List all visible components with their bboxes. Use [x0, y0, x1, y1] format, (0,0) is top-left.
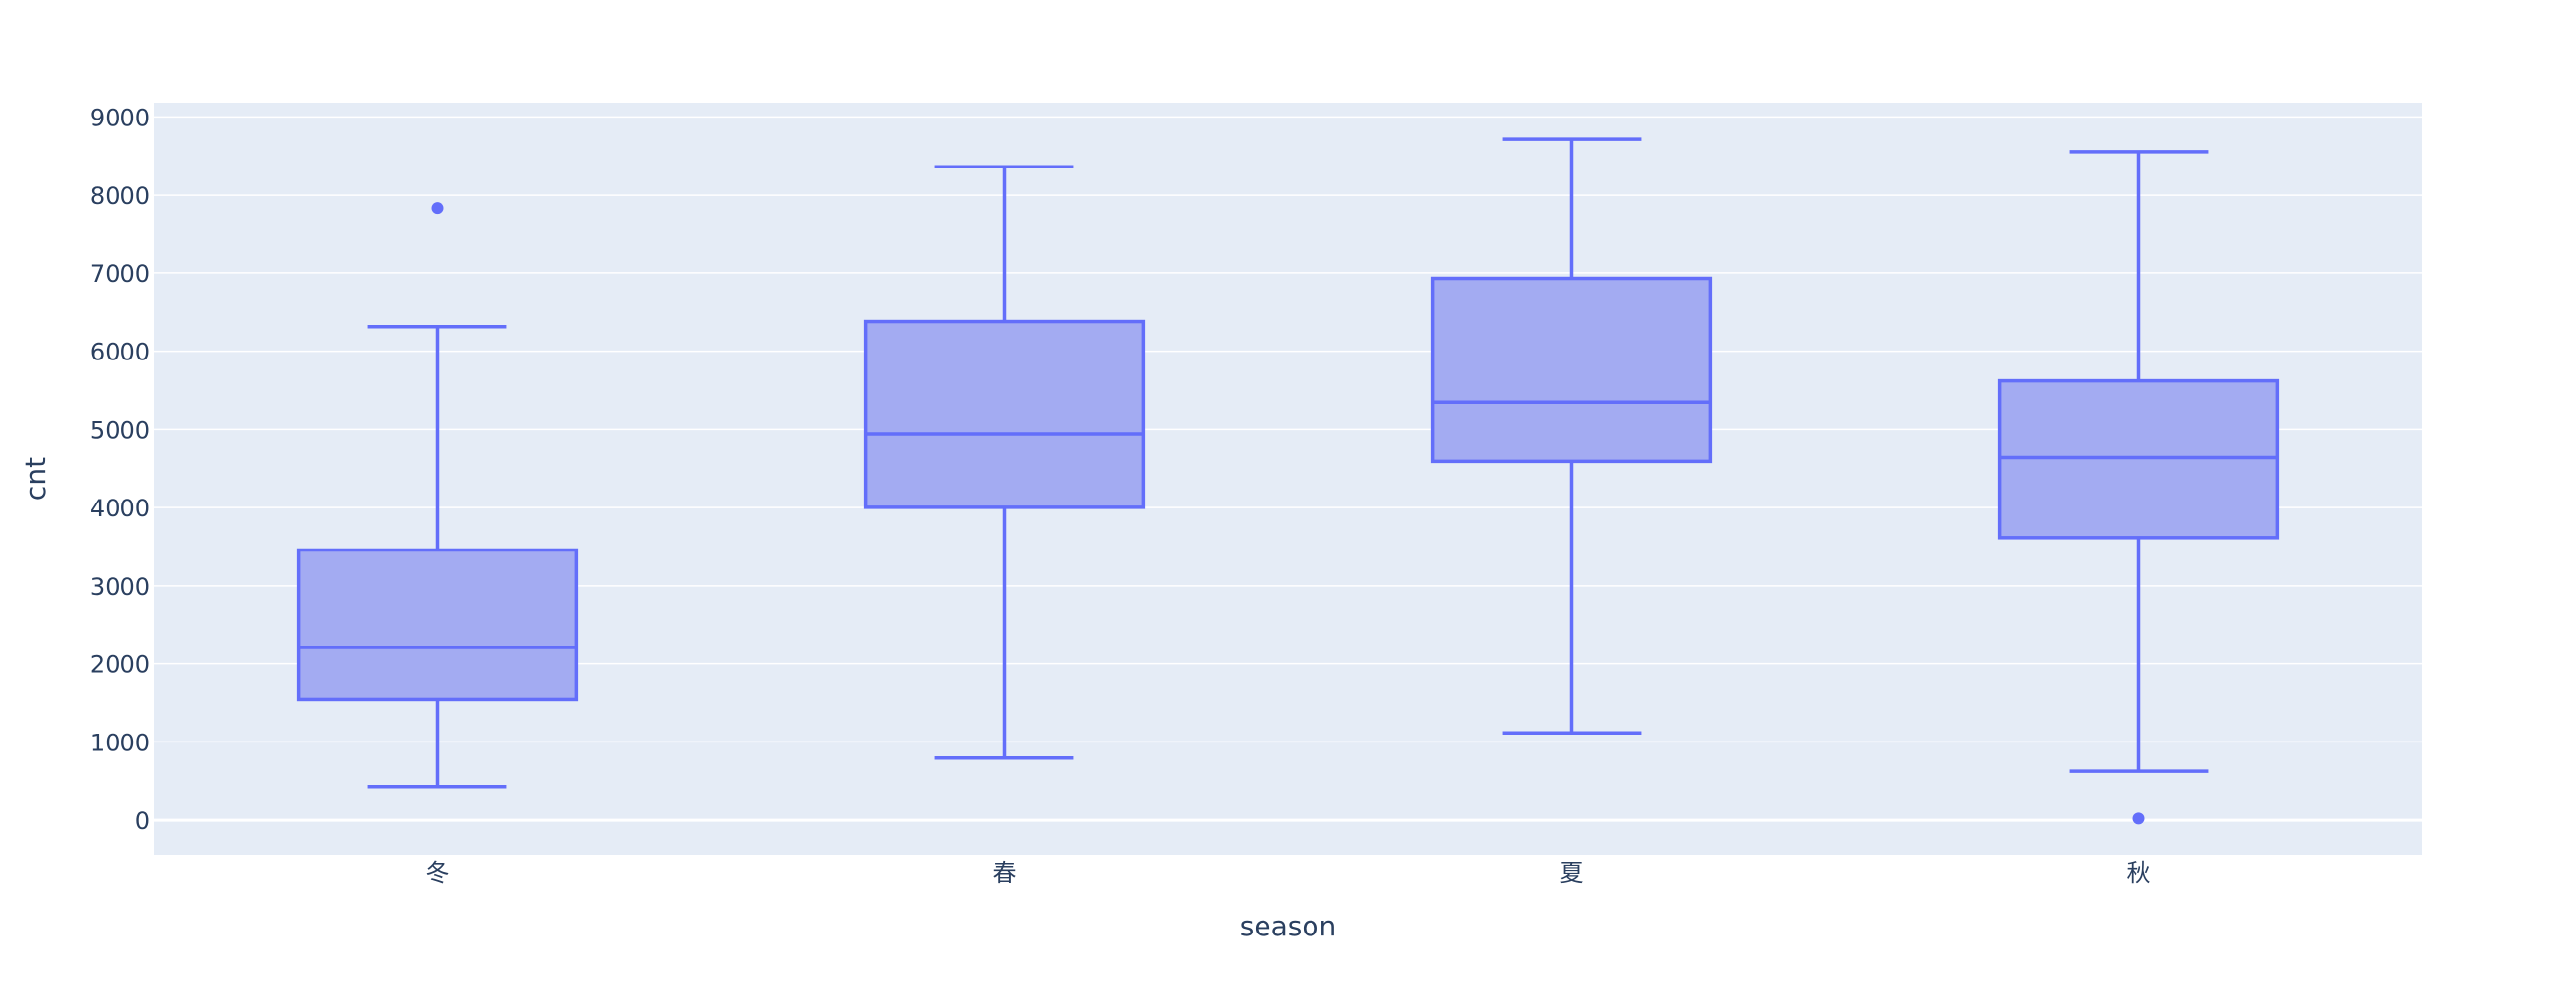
x-tick-label: 夏 [1560, 859, 1584, 886]
y-tick-label: 3000 [90, 573, 150, 600]
x-tick-label: 春 [993, 859, 1017, 886]
y-tick-label: 2000 [90, 651, 150, 679]
box-3 [1430, 137, 1713, 735]
box-iqr [1430, 276, 1713, 464]
y-tick-label: 9000 [90, 104, 150, 131]
y-tick-label: 4000 [90, 495, 150, 522]
y-tick-label: 1000 [90, 729, 150, 756]
outlier-point [431, 202, 444, 215]
box-1 [296, 202, 579, 789]
x-tick-labels: 冬春夏秋 [426, 859, 2151, 886]
x-tick-label: 秋 [2127, 859, 2151, 886]
y-tick-labels: 0 1000 2000 3000 4000 5000 6000 7000 8000 9000 [90, 104, 150, 835]
y-tick-label: 7000 [90, 261, 150, 288]
box-iqr [863, 319, 1146, 509]
y-tick-label: 5000 [90, 416, 150, 444]
box-series [296, 137, 2280, 825]
box-iqr [296, 548, 579, 702]
y-tick-label: 0 [135, 807, 150, 835]
y-tick-label: 6000 [90, 339, 150, 366]
box-4 [1997, 150, 2280, 825]
y-tick-label: 8000 [90, 182, 150, 210]
box-2 [863, 165, 1146, 760]
x-tick-label: 冬 [426, 859, 450, 886]
x-axis-title: season [1240, 910, 1336, 942]
y-axis-title: cnt [20, 457, 52, 501]
outlier-point [2132, 812, 2145, 825]
